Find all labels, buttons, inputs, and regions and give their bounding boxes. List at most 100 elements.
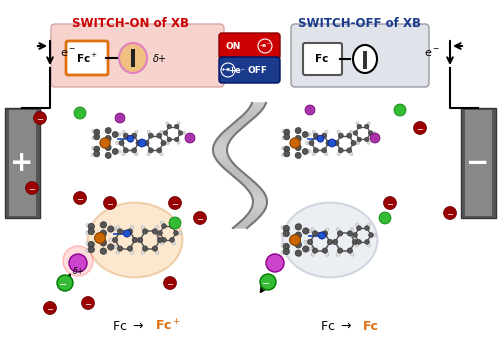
Circle shape bbox=[284, 146, 290, 152]
Text: $-$: $-$ bbox=[28, 184, 36, 193]
Circle shape bbox=[166, 141, 170, 145]
Circle shape bbox=[174, 124, 179, 129]
Text: $-$: $-$ bbox=[46, 304, 54, 313]
Circle shape bbox=[283, 231, 290, 237]
Text: ON: ON bbox=[226, 42, 240, 50]
Circle shape bbox=[141, 251, 144, 254]
Ellipse shape bbox=[282, 203, 378, 277]
Circle shape bbox=[108, 144, 111, 148]
Circle shape bbox=[290, 234, 300, 245]
Circle shape bbox=[332, 239, 338, 245]
Circle shape bbox=[123, 148, 128, 153]
Circle shape bbox=[308, 239, 313, 245]
Circle shape bbox=[136, 140, 141, 146]
Circle shape bbox=[164, 131, 168, 135]
Circle shape bbox=[115, 113, 125, 123]
Circle shape bbox=[330, 141, 334, 145]
Circle shape bbox=[356, 240, 362, 244]
Circle shape bbox=[122, 130, 126, 134]
Circle shape bbox=[295, 232, 302, 238]
Circle shape bbox=[86, 242, 90, 245]
Circle shape bbox=[379, 212, 391, 224]
Circle shape bbox=[295, 145, 301, 151]
Circle shape bbox=[108, 155, 111, 159]
Circle shape bbox=[350, 153, 353, 156]
Circle shape bbox=[174, 137, 179, 142]
Circle shape bbox=[364, 124, 369, 129]
Circle shape bbox=[167, 124, 172, 129]
Circle shape bbox=[356, 122, 359, 125]
Circle shape bbox=[74, 192, 86, 204]
Text: −: − bbox=[466, 149, 489, 177]
Circle shape bbox=[160, 242, 164, 245]
Circle shape bbox=[166, 122, 169, 125]
Circle shape bbox=[295, 135, 301, 141]
Text: $-$: $-$ bbox=[58, 278, 68, 288]
Circle shape bbox=[88, 223, 94, 229]
Circle shape bbox=[326, 140, 331, 146]
Circle shape bbox=[147, 130, 150, 134]
Circle shape bbox=[298, 253, 302, 257]
Text: SWITCH-ON of XB: SWITCH-ON of XB bbox=[72, 16, 188, 29]
Text: Fc $\rightarrow$: Fc $\rightarrow$ bbox=[112, 319, 147, 333]
Circle shape bbox=[295, 128, 301, 134]
Circle shape bbox=[312, 130, 316, 134]
Circle shape bbox=[284, 129, 290, 135]
Circle shape bbox=[44, 301, 57, 314]
Circle shape bbox=[331, 141, 334, 145]
Circle shape bbox=[194, 212, 206, 224]
Circle shape bbox=[374, 233, 376, 237]
Text: $-$: $-$ bbox=[84, 299, 92, 308]
FancyBboxPatch shape bbox=[219, 57, 280, 83]
Circle shape bbox=[281, 251, 284, 255]
Text: SWITCH-OFF of XB: SWITCH-OFF of XB bbox=[298, 16, 422, 29]
Circle shape bbox=[357, 137, 362, 142]
Circle shape bbox=[147, 153, 150, 156]
Circle shape bbox=[162, 237, 166, 242]
Circle shape bbox=[295, 242, 302, 248]
Circle shape bbox=[183, 131, 186, 135]
Circle shape bbox=[134, 130, 138, 134]
Circle shape bbox=[282, 153, 285, 156]
Circle shape bbox=[322, 133, 327, 138]
Circle shape bbox=[178, 231, 182, 234]
Circle shape bbox=[317, 135, 324, 142]
Text: $-$: $-$ bbox=[262, 277, 270, 287]
Circle shape bbox=[156, 251, 159, 254]
Circle shape bbox=[283, 248, 290, 255]
Circle shape bbox=[130, 226, 134, 229]
Circle shape bbox=[346, 148, 352, 153]
Circle shape bbox=[352, 233, 358, 237]
Text: Fc$^+$: Fc$^+$ bbox=[76, 52, 98, 64]
Circle shape bbox=[122, 153, 126, 156]
Circle shape bbox=[368, 244, 370, 247]
Circle shape bbox=[295, 153, 301, 158]
Circle shape bbox=[148, 148, 154, 153]
Circle shape bbox=[57, 275, 73, 291]
Text: Fc: Fc bbox=[363, 319, 379, 333]
Circle shape bbox=[357, 124, 362, 129]
Circle shape bbox=[347, 231, 352, 236]
FancyBboxPatch shape bbox=[303, 43, 342, 75]
Circle shape bbox=[329, 240, 332, 244]
Bar bbox=[461, 108, 496, 218]
Circle shape bbox=[132, 133, 137, 138]
Circle shape bbox=[114, 245, 117, 249]
Circle shape bbox=[160, 221, 164, 224]
Text: Fc: Fc bbox=[316, 54, 328, 64]
Circle shape bbox=[86, 249, 90, 252]
Circle shape bbox=[356, 141, 359, 144]
Circle shape bbox=[309, 140, 314, 146]
Circle shape bbox=[308, 150, 311, 153]
Circle shape bbox=[356, 226, 362, 231]
Circle shape bbox=[367, 122, 370, 125]
Circle shape bbox=[364, 226, 370, 231]
Circle shape bbox=[116, 251, 119, 254]
Circle shape bbox=[368, 223, 370, 226]
Circle shape bbox=[281, 233, 284, 236]
Circle shape bbox=[112, 149, 118, 154]
Circle shape bbox=[112, 131, 118, 137]
Circle shape bbox=[302, 149, 308, 154]
Circle shape bbox=[350, 233, 352, 237]
Circle shape bbox=[174, 231, 178, 236]
